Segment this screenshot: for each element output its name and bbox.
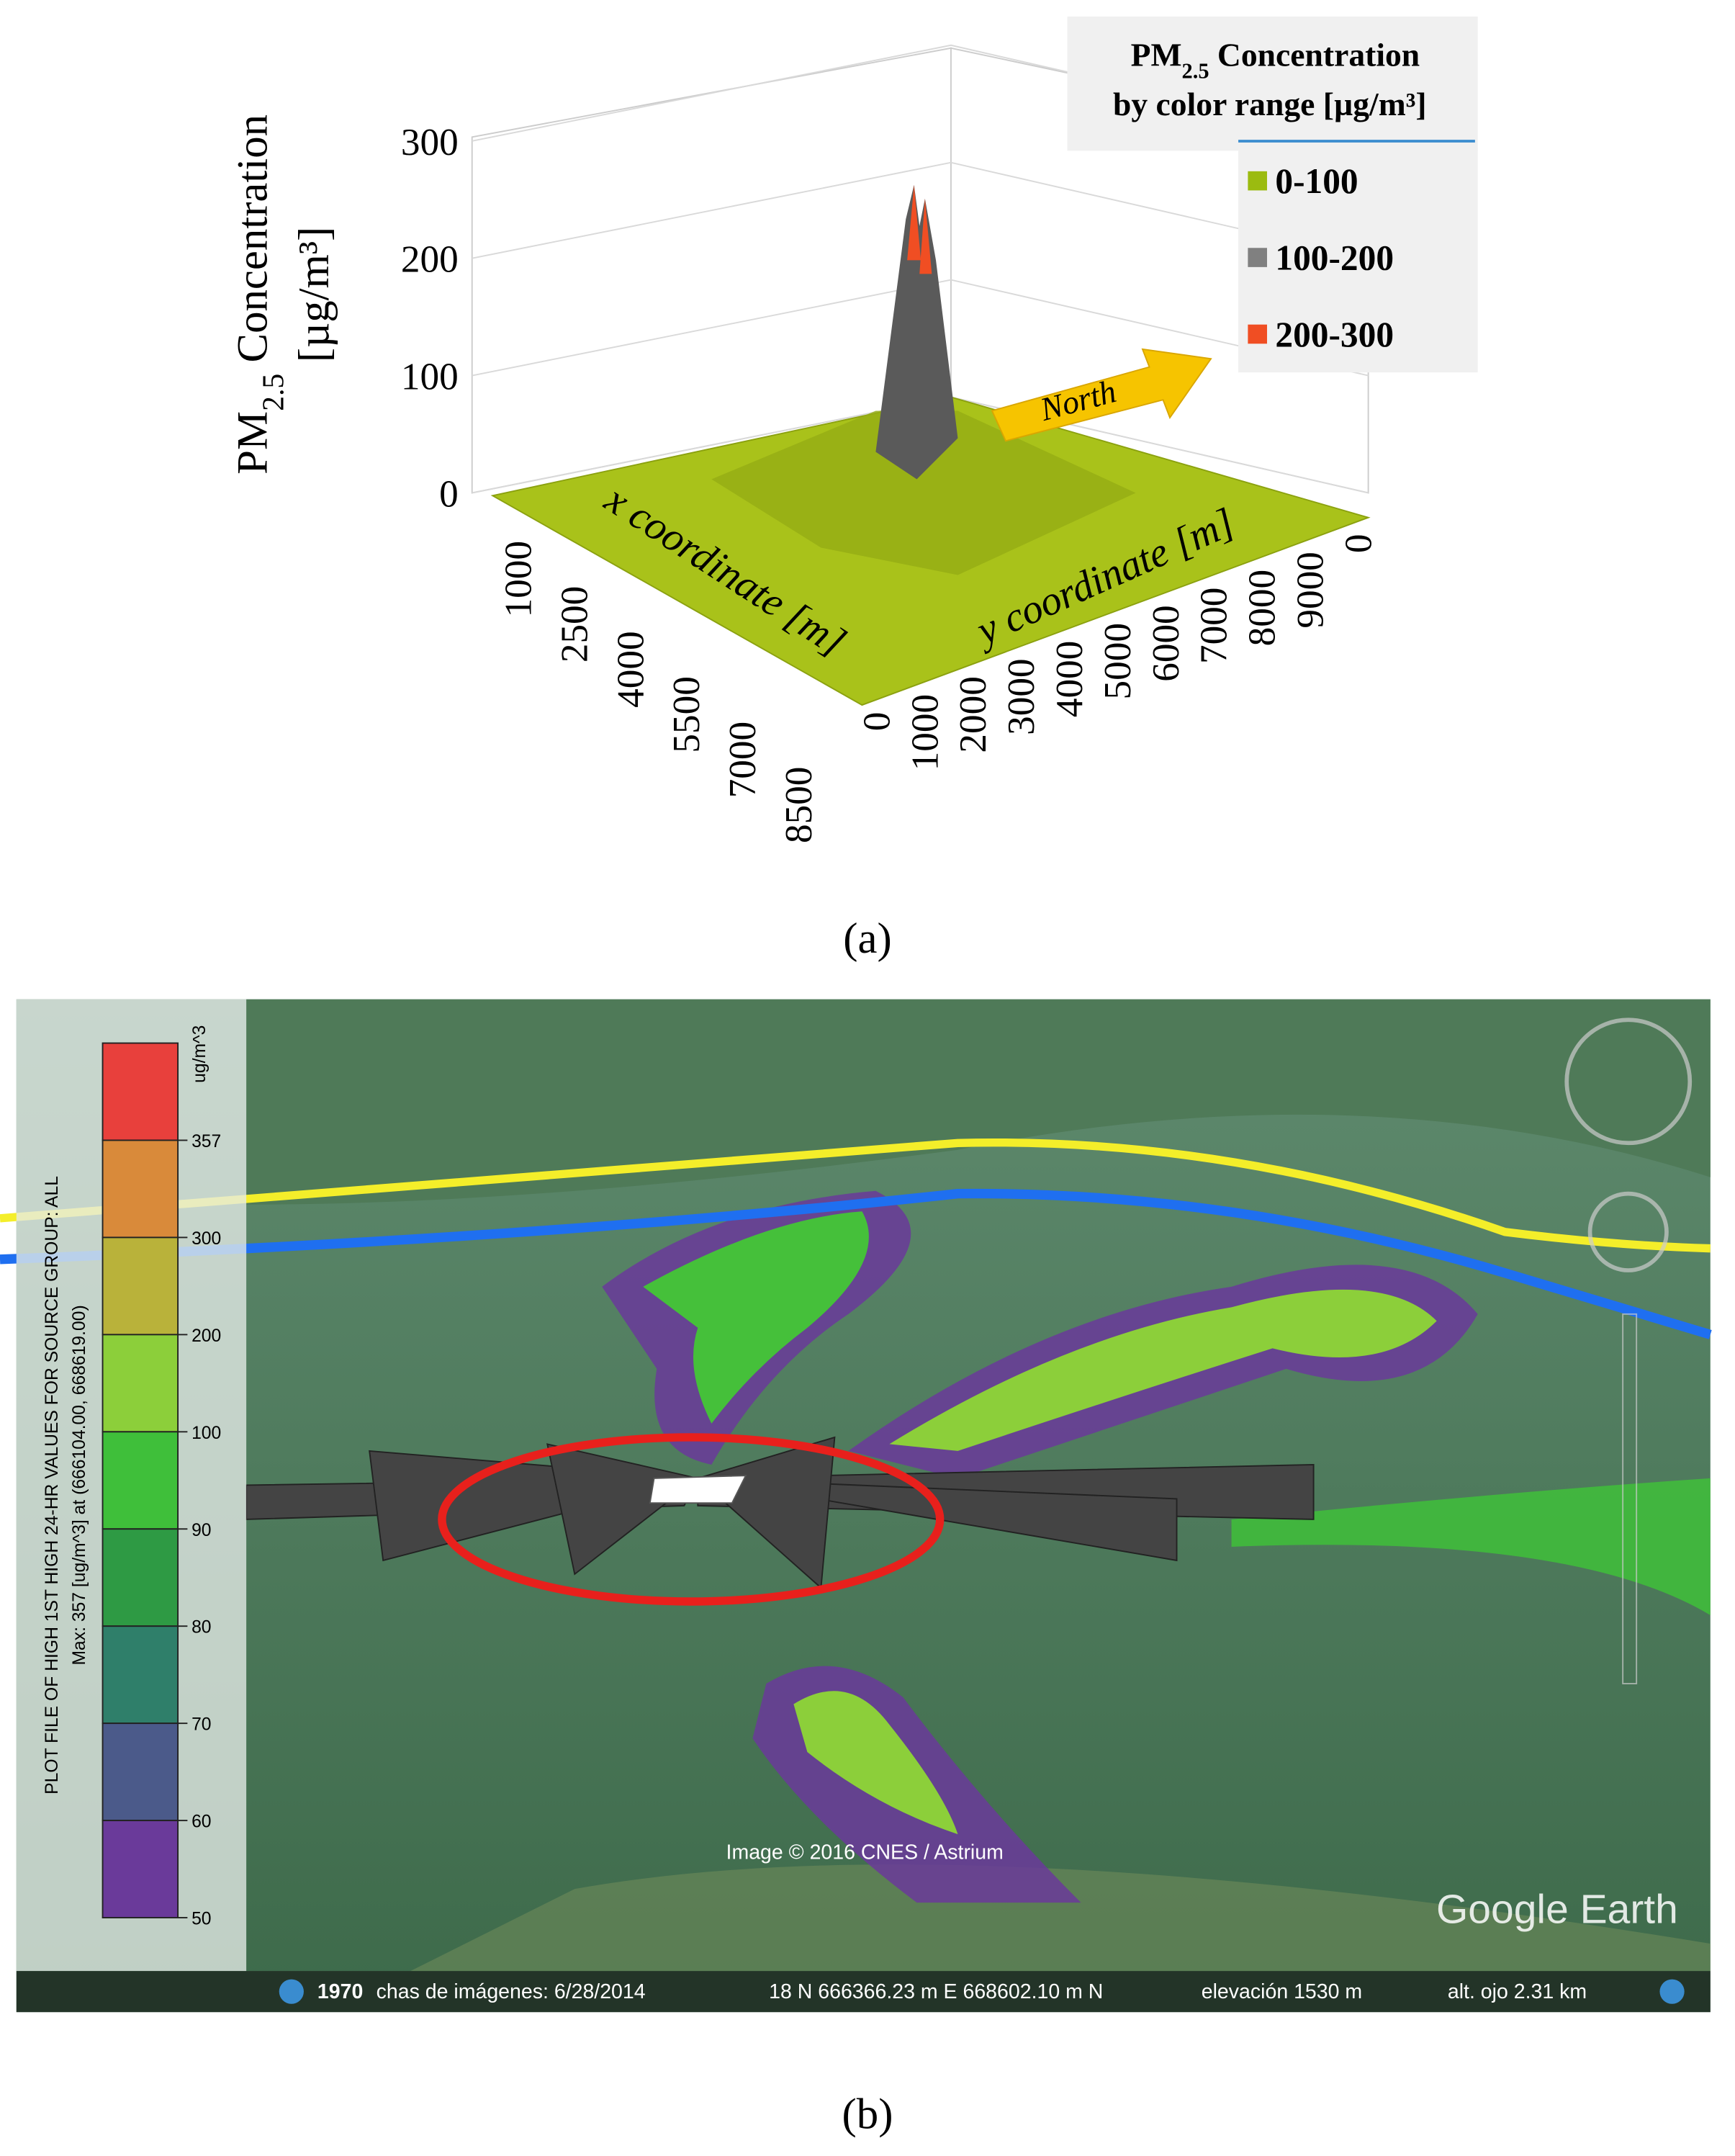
- colorbar-band: [102, 1334, 179, 1433]
- colorbar-tick-label: 357: [191, 1132, 221, 1151]
- x-tick-label: 2500: [553, 586, 595, 662]
- caption: (b): [842, 2090, 893, 2139]
- colorbar-band: [102, 1625, 179, 1725]
- colorbar-tick-label: 300: [191, 1229, 221, 1249]
- colorbar-tick-label: 70: [191, 1715, 211, 1735]
- peak-tip: [919, 198, 932, 274]
- y-tick-label: 0: [855, 712, 898, 732]
- x-tick-label: 8500: [778, 767, 820, 843]
- y-tick-label: 1000: [903, 694, 946, 771]
- title-part: Concentration: [1209, 36, 1420, 73]
- max-note: Max: 357 [ug/m^3] at (666104.00, 668619.…: [70, 1305, 89, 1665]
- colorbar-band: [102, 1042, 179, 1141]
- colorbar-tick-label: 90: [191, 1521, 211, 1540]
- colorbar-tick-label: 60: [191, 1813, 211, 1832]
- status-icon: [1659, 1979, 1685, 2004]
- x-tick-label: 5500: [665, 676, 708, 753]
- status-coords: 18 N 666366.23 m E 668602.10 m N: [769, 1980, 1103, 2003]
- colorbar-band: [102, 1431, 179, 1530]
- zoom-slider[interactable]: [1622, 1313, 1638, 1684]
- source: [649, 1475, 747, 1504]
- north-arrow: [991, 348, 1212, 442]
- y-tick-label: 5000: [1096, 623, 1139, 699]
- status-eye: alt. ojo 2.31 km: [1448, 1980, 1587, 2003]
- z-tick-label: 100: [401, 356, 459, 398]
- colorbar-band: [102, 1722, 179, 1822]
- plume: [889, 1289, 1437, 1451]
- legend-label: 100-200: [1275, 238, 1394, 278]
- title-sub: 2.5: [1182, 58, 1209, 83]
- boundary-line: [0, 1188, 1712, 1339]
- caption: (a): [843, 915, 892, 963]
- legend-box: [1238, 148, 1478, 373]
- status-date: chas de imágenes: 6/28/2014: [377, 1980, 646, 2003]
- surface-texture: [711, 410, 1136, 575]
- radius-circle: [438, 1433, 945, 1606]
- image-credit: Image © 2016 CNES / Astrium: [726, 1841, 1004, 1864]
- y-tick-label: 2000: [952, 676, 994, 753]
- label-part: PM: [229, 411, 277, 475]
- colorbar-tick-label: 50: [191, 1910, 211, 1929]
- legend-title-line: by color range [µg/m³]: [1113, 86, 1427, 122]
- terrain: [410, 1864, 1711, 1972]
- y-tick-label: 7000: [1193, 588, 1235, 664]
- terrain: [246, 999, 1711, 1205]
- x-tick-label: 4000: [609, 631, 652, 707]
- plume: [1231, 1478, 1711, 1615]
- plume: [793, 1691, 958, 1835]
- label-part: Concentration: [229, 114, 277, 374]
- colorbar-band: [102, 1139, 179, 1239]
- colorbar-tick-label: 80: [191, 1618, 211, 1638]
- colorbar-band: [102, 1528, 179, 1627]
- status-elevation: elevación 1530 m: [1202, 1980, 1362, 2003]
- label-sub: 2.5: [258, 374, 291, 411]
- rose-bar: [696, 1436, 836, 1589]
- legend-swatch: [1248, 248, 1267, 267]
- z-axis-unit: [µg/m³]: [290, 227, 338, 362]
- colorbar-band: [102, 1236, 179, 1336]
- panel-b: 357 300 200 100 90 80 70 60 50 PLOT FILE OF HIGH…: [0, 999, 1712, 2139]
- colorbar-band: [102, 1820, 179, 1918]
- wind-rose: [245, 1436, 1315, 1589]
- legend-title-box: [1067, 17, 1478, 151]
- nav-control[interactable]: [1587, 1191, 1669, 1272]
- colorbar-tick-label: 200: [191, 1326, 221, 1346]
- colorbar-unit: ug/m^3: [190, 1025, 209, 1083]
- y-tick-label: 0: [1337, 534, 1379, 553]
- plot-title: PLOT FILE OF HIGH 1ST HIGH 24-HR VALUES …: [42, 1176, 62, 1795]
- brand: Google Earth: [1436, 1887, 1678, 1933]
- z-tick-label: 0: [439, 472, 459, 515]
- status-year: 1970: [317, 1980, 363, 2003]
- legend-label: 200-300: [1275, 315, 1394, 354]
- rose-bar: [546, 1443, 700, 1576]
- legend-label: 0-100: [1275, 161, 1358, 201]
- y-tick-label: 4000: [1048, 641, 1091, 717]
- y-tick-label: 9000: [1289, 552, 1332, 628]
- nav-control[interactable]: [1564, 1018, 1693, 1146]
- y-tick-label: 8000: [1241, 570, 1284, 646]
- surface-peak: [875, 184, 958, 480]
- boundary-line: [0, 1138, 1711, 1253]
- grid-line: [472, 279, 1369, 377]
- legend-swatch: [1248, 324, 1267, 344]
- status-icon: [279, 1979, 304, 2004]
- legend-title: PM2.5 Concentration: [1131, 36, 1420, 83]
- y-tick-label: 6000: [1145, 605, 1187, 681]
- plume: [643, 1211, 869, 1424]
- x-tick-label: 1000: [497, 541, 539, 617]
- title-part: PM: [1131, 36, 1182, 73]
- y-tick-label: 3000: [1000, 658, 1042, 735]
- peak-tip: [907, 184, 921, 261]
- z-axis-label: PM2.5 Concentration: [229, 114, 291, 475]
- grid-line: [472, 161, 1369, 259]
- z-tick-label: 200: [401, 238, 459, 281]
- legend-swatch: [1248, 171, 1267, 191]
- z-tick-label: 300: [401, 121, 459, 163]
- x-tick-label: 7000: [721, 722, 764, 798]
- colorbar-tick-label: 100: [191, 1424, 221, 1443]
